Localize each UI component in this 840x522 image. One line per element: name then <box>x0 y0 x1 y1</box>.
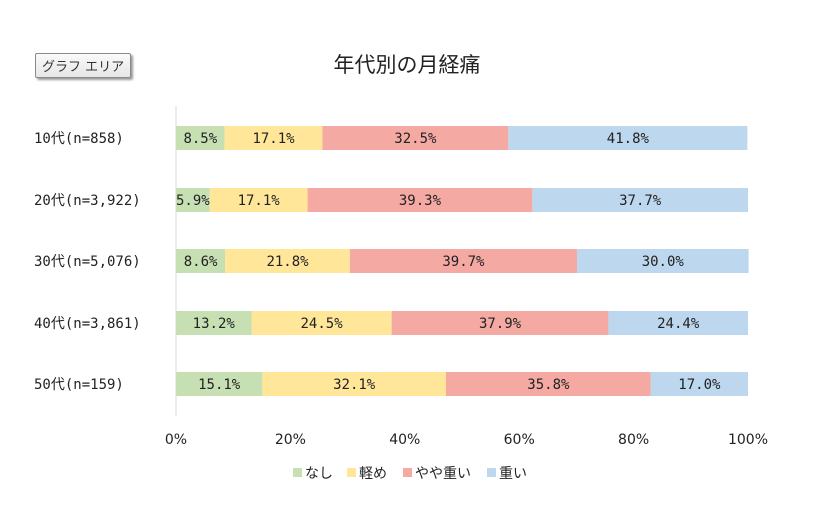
data-label: 24.5% <box>300 316 343 332</box>
x-tick-label: 100% <box>728 432 768 448</box>
category-label: 10代(n=858) <box>34 131 124 147</box>
category-label: 40代(n=3,861) <box>34 316 141 332</box>
legend-swatch <box>487 468 496 477</box>
x-tick-label: 60% <box>504 432 535 448</box>
data-label: 21.8% <box>266 254 309 270</box>
bar-segment[interactable] <box>176 311 252 335</box>
bar-segment[interactable] <box>608 311 748 335</box>
bar-segment[interactable] <box>391 311 609 335</box>
legend-label: やや重い <box>415 466 471 482</box>
data-label: 39.7% <box>442 254 485 270</box>
bar-segment[interactable] <box>224 126 323 150</box>
data-label: 32.5% <box>394 131 437 147</box>
category-label: 20代(n=3,922) <box>34 193 141 209</box>
x-tick-label: 20% <box>275 432 306 448</box>
data-label: 41.8% <box>607 131 650 147</box>
bar-segment[interactable] <box>322 126 509 150</box>
data-label: 17.0% <box>678 377 721 393</box>
bar-segment[interactable] <box>349 249 577 273</box>
legend-label: 軽め <box>359 466 387 482</box>
data-label: 8.5% <box>183 131 217 147</box>
category-label: 50代(n=159) <box>34 377 124 393</box>
category-label: 30代(n=5,076) <box>34 254 141 270</box>
chart-area-button[interactable]: グラフ エリア <box>35 53 132 78</box>
x-tick-label: 0% <box>165 432 187 448</box>
legend-swatch <box>293 468 302 477</box>
category-labels: 10代(n=858) 20代(n=3,922) 30代(n=5,076) 40代(n=… <box>34 131 141 393</box>
data-label: 15.1% <box>198 377 241 393</box>
bar-segment[interactable] <box>532 188 748 212</box>
bar-segment[interactable] <box>307 188 533 212</box>
bar-segment[interactable] <box>445 372 651 396</box>
x-tick-label: 40% <box>389 432 420 448</box>
data-label: 32.1% <box>333 377 376 393</box>
bars-group: 8.5% 17.1% 32.5% 41.8% 5.9% 17.1% 39.3% 37.7% 8.… <box>176 126 749 396</box>
legend-swatch <box>403 468 412 477</box>
data-label: 8.6% <box>184 254 218 270</box>
x-tick-label: 80% <box>618 432 649 448</box>
data-label: 35.8% <box>527 377 570 393</box>
legend: なし 軽め やや重い 重い <box>293 466 527 482</box>
bar-segment[interactable] <box>209 188 308 212</box>
data-label: 30.0% <box>642 254 685 270</box>
data-label: 37.9% <box>479 316 522 332</box>
data-label: 5.9% <box>176 193 210 209</box>
legend-label: 重い <box>499 466 527 482</box>
data-label: 37.7% <box>619 193 662 209</box>
bar-segment[interactable] <box>225 249 350 273</box>
bar-segment[interactable] <box>576 249 749 273</box>
x-axis-ticks: 0% 20% 40% 60% 80% 100% <box>165 432 768 448</box>
data-label: 13.2% <box>193 316 236 332</box>
bar-segment[interactable] <box>176 188 210 212</box>
bar-segment[interactable] <box>176 126 225 150</box>
bar-segment[interactable] <box>251 311 392 335</box>
data-label: 24.4% <box>657 316 700 332</box>
chart-title: 年代別の月経痛 <box>334 53 481 77</box>
data-label: 17.1% <box>252 131 295 147</box>
bar-segment[interactable] <box>262 372 446 396</box>
data-label: 39.3% <box>399 193 442 209</box>
bar-segment[interactable] <box>650 372 748 396</box>
bar-segment[interactable] <box>176 372 263 396</box>
legend-label: なし <box>305 466 333 482</box>
bar-segment[interactable] <box>508 126 748 150</box>
bar-segment[interactable] <box>176 249 226 273</box>
data-label: 17.1% <box>238 193 281 209</box>
legend-swatch <box>347 468 356 477</box>
